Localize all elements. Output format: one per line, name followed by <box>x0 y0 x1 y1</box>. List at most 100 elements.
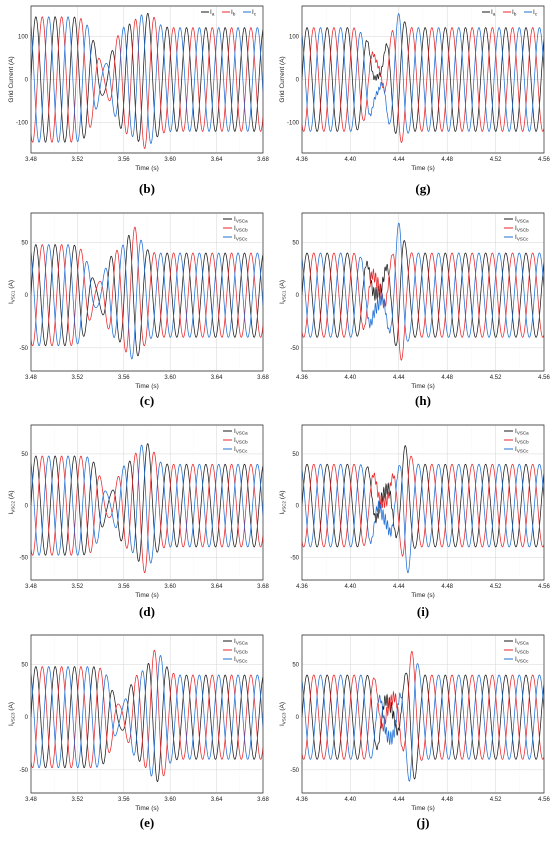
y-tick-label: -50 <box>290 346 299 352</box>
x-tick-label: 3.68 <box>257 375 269 381</box>
series-vscb-line <box>31 226 263 353</box>
x-axis-label: Time (s) <box>411 383 435 390</box>
chart-c: 3.48 3.52 3.56 3.60 3.64 3.68 -50 0 50 IVSCaIVSCb… <box>8 212 269 408</box>
series-b-line <box>31 16 263 149</box>
legend-entry: IVSCc <box>515 656 529 664</box>
x-tick-label: 3.56 <box>118 584 130 590</box>
y-axis-label: IVSC3 (A) <box>279 702 287 726</box>
x-tick-label: 3.48 <box>25 797 37 803</box>
y-tick-label: 0 <box>25 504 29 510</box>
x-tick-label: 3.56 <box>118 375 130 381</box>
x-tick-label: 4.40 <box>345 584 357 590</box>
x-tick-label: 4.48 <box>441 375 453 381</box>
subfigure-label: (b) <box>139 181 155 196</box>
y-tick-label: -50 <box>290 555 299 561</box>
x-tick-label: 4.40 <box>345 797 357 803</box>
y-tick-label: -50 <box>290 768 299 774</box>
subfigure-label: (j) <box>417 815 430 830</box>
series-vscb-line <box>31 649 263 777</box>
x-tick-label: 3.64 <box>211 157 223 163</box>
x-axis-label: Time (s) <box>135 592 159 599</box>
y-tick-label: 0 <box>25 715 29 721</box>
legend-entry: IVSCc <box>515 446 529 454</box>
legend-entry: IVSCb <box>515 225 529 233</box>
y-axis-label: IVSC3 (A) <box>8 702 16 726</box>
subfigure-label: (e) <box>140 815 154 830</box>
plot-frame <box>30 5 264 154</box>
series-vscb-line <box>302 455 544 557</box>
series-vscc-line <box>31 239 263 360</box>
x-axis-label: Time (s) <box>411 592 435 599</box>
y-axis-label: Grid Current (A) <box>8 56 15 102</box>
x-tick-label: 4.44 <box>393 375 405 381</box>
x-tick-label: 3.60 <box>164 157 176 163</box>
legend-entry: Ia <box>491 9 496 17</box>
legend-entry: IVSCa <box>515 428 529 436</box>
x-tick-label: 4.48 <box>441 584 453 590</box>
x-axis-label: Time (s) <box>135 165 159 172</box>
series-vscb-line <box>302 650 544 761</box>
series-c-line <box>302 13 544 134</box>
x-tick-label: 4.52 <box>490 584 502 590</box>
y-tick-label: 50 <box>21 662 28 668</box>
legend-entry: IVSCa <box>234 216 248 224</box>
y-tick-label: 50 <box>292 662 299 668</box>
series-vsca-line <box>302 672 544 780</box>
x-tick-label: 3.60 <box>164 375 176 381</box>
legend-entry: Ic <box>252 9 257 17</box>
x-tick-label: 3.48 <box>25 157 37 163</box>
chart-h: 4.36 4.40 4.44 4.48 4.52 4.56 -50 0 50 IVSCaIVSCb… <box>279 212 550 408</box>
series-a-line <box>31 12 263 143</box>
x-tick-label: 4.36 <box>296 584 308 590</box>
x-tick-label: 4.44 <box>393 584 405 590</box>
y-tick-label: 100 <box>289 34 300 40</box>
series-vsca-line <box>31 443 263 562</box>
x-tick-label: 3.48 <box>25 584 37 590</box>
y-tick-label: 50 <box>21 452 28 458</box>
chart-g: 4.36 4.40 4.44 4.48 4.52 4.56 -100 0 100 Ia Ib Ic Ti… <box>279 5 550 196</box>
x-tick-label: 4.52 <box>490 375 502 381</box>
x-tick-label: 3.64 <box>211 375 223 381</box>
x-tick-label: 4.56 <box>538 797 550 803</box>
x-tick-label: 4.48 <box>441 157 453 163</box>
plot-frame <box>301 5 545 154</box>
series-vscc-line <box>302 463 544 574</box>
plot-frame <box>301 212 545 372</box>
plot-frame <box>30 424 264 581</box>
series-vscc-line <box>31 655 263 777</box>
x-tick-label: 3.48 <box>25 375 37 381</box>
y-axis-label: IVSC1 (A) <box>279 280 287 304</box>
y-tick-label: -100 <box>16 121 29 127</box>
y-tick-label: 0 <box>296 715 300 721</box>
chart-e: 3.48 3.52 3.56 3.60 3.64 3.68 -50 0 50 IVSCaIVSCb… <box>8 634 269 830</box>
series-b-line <box>302 27 544 143</box>
y-tick-label: -50 <box>19 768 28 774</box>
series-vscb-line <box>31 451 263 574</box>
y-tick-label: 0 <box>296 504 300 510</box>
series-vscc-line <box>31 444 263 564</box>
x-tick-label: 4.52 <box>490 157 502 163</box>
y-tick-label: 0 <box>25 78 29 84</box>
series-vsca-line <box>31 234 263 357</box>
x-tick-label: 4.40 <box>345 157 357 163</box>
plot-frame <box>301 634 545 794</box>
series-vscc-line <box>302 222 544 342</box>
subfigure-label: (i) <box>417 604 429 619</box>
legend-entry: Ia <box>210 9 215 17</box>
series-vsca-line <box>302 240 544 347</box>
chart-d: 3.48 3.52 3.56 3.60 3.64 3.68 -50 0 50 IVSCaIVSCb… <box>8 424 269 619</box>
plot-frame <box>30 212 264 372</box>
x-tick-label: 3.68 <box>257 797 269 803</box>
x-tick-label: 4.56 <box>538 157 550 163</box>
legend-entry: IVSCb <box>234 647 248 655</box>
x-tick-label: 3.52 <box>72 157 84 163</box>
x-tick-label: 3.52 <box>72 584 84 590</box>
legend-entry: IVSCc <box>234 656 248 664</box>
x-axis-label: Time (s) <box>411 805 435 812</box>
subfigure-label: (c) <box>140 393 154 408</box>
x-tick-label: 3.68 <box>257 157 269 163</box>
x-tick-label: 4.36 <box>296 375 308 381</box>
x-tick-label: 3.64 <box>211 584 223 590</box>
x-tick-label: 4.48 <box>441 797 453 803</box>
